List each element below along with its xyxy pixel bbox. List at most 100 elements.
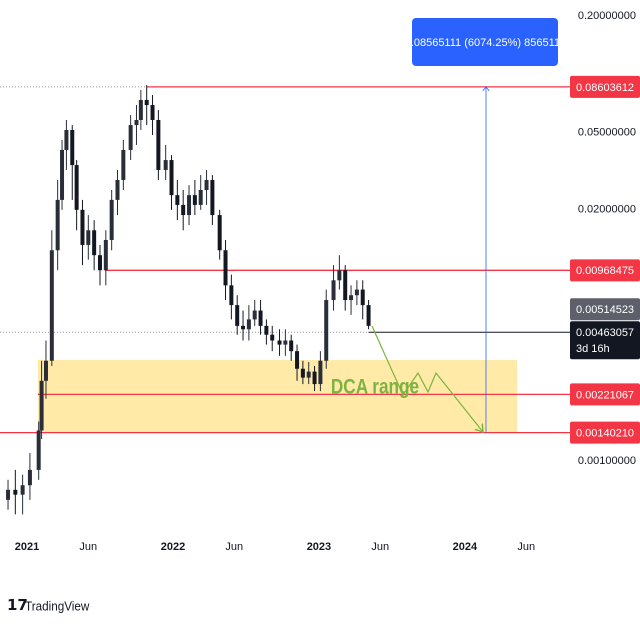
brand-logo: 𝟭𝟳 [7,597,28,614]
level-label-box [570,75,640,98]
candle-body [121,149,126,180]
level-label-box [570,383,640,406]
x-tick-label: Jun [371,541,389,553]
dca-zone [38,360,517,433]
candle-body [258,310,263,326]
zone-layer [38,360,517,433]
x-tick-label: Jun [517,541,535,553]
level-label: 0.00140210 [576,428,634,440]
candle-body [187,195,192,216]
candle-body [86,230,91,245]
candle-body [70,129,75,166]
candle-body [43,360,48,381]
candle-body [150,105,155,120]
candle-body [277,340,282,345]
candle-body [337,270,342,281]
candle-body [134,119,139,126]
candle-body [92,230,97,256]
candle-body [217,215,222,251]
candle-body [39,380,44,431]
candle-body [138,99,143,120]
dca-label: DCA range [331,376,420,399]
axis-layer: 0.20000000 0.05000000 0.02000000 0.00100000… [15,10,640,553]
candle-body [366,305,371,326]
candle-body [97,255,102,271]
measure-box [412,18,558,66]
candle-body [103,239,108,271]
y-tick-label: 0.00100000 [578,455,636,467]
x-tick-label: 2024 [453,541,478,553]
candle-body [36,430,41,470]
candle-body [198,190,203,205]
candle-body [289,340,294,352]
candle-body [109,199,114,240]
candle-body [80,209,85,245]
candle-body [6,489,11,500]
candle-body [115,179,120,200]
x-tick-label: 2021 [15,541,39,553]
candle-body [360,289,365,306]
price-tag-label: 0.00514523 [576,304,634,316]
level-label: 0.08603612 [576,82,634,94]
candle-body [283,340,288,345]
level-label-box [570,421,640,444]
candle-body [74,165,79,210]
drawings-layer: DCA range 0.08565111 (6074.25%) 8565111 [331,18,565,433]
candle-body [246,319,251,330]
brand-name: TradingView [25,599,89,614]
candle-body [175,195,180,205]
y-tick-label: 0.05000000 [578,126,636,138]
candle-body [295,351,300,369]
candle-body [306,371,311,378]
level-label-box [570,259,640,282]
price-tag-box [570,298,640,321]
measure-label: 0.08565111 (6074.25%) 8565111 [405,37,566,49]
candle-body [128,125,133,150]
candle-body [181,204,186,216]
candle-body [64,129,69,150]
candle-body [192,195,197,205]
level-label: 0.00221067 [576,389,634,401]
current-label: 0.00463057 [576,327,634,339]
candles-layer [6,85,371,515]
brand: 𝟭𝟳 TradingView [7,597,89,614]
y-tick-label: 0.20000000 [578,10,636,22]
candle-body [204,179,209,191]
candle-body [252,310,257,320]
candle-body [349,295,354,301]
candle-body [49,250,54,361]
candle-body [156,119,161,170]
level-label: 0.00968475 [576,265,634,277]
projection-path [371,325,483,432]
candle-body [264,325,269,335]
candle-body [312,371,317,385]
candle-body [229,285,234,306]
candle-body [223,250,228,286]
candle-body [163,160,168,170]
candle-body [169,160,174,196]
y-tick-label: 0.02000000 [578,203,636,215]
x-tick-label: 2022 [161,541,185,553]
candle-body [20,485,25,495]
candle-body [331,280,336,301]
countdown-label: 3d 16h [576,343,610,355]
candle-body [318,360,323,385]
candle-body [300,368,305,378]
current-label-box [570,321,640,360]
candle-body [324,300,329,361]
x-tick-label: Jun [79,541,97,553]
candle-body [13,489,18,495]
candle-body [27,469,32,486]
candle-body [270,334,275,341]
x-tick-label: Jun [225,541,243,553]
candle-body [55,199,60,251]
candle-body [144,99,149,106]
candle-body [343,270,348,301]
candle-body [235,305,240,326]
candle-body [354,289,359,296]
candle-body [241,325,246,330]
candle-body [60,149,65,200]
x-tick-label: 2023 [307,541,331,553]
